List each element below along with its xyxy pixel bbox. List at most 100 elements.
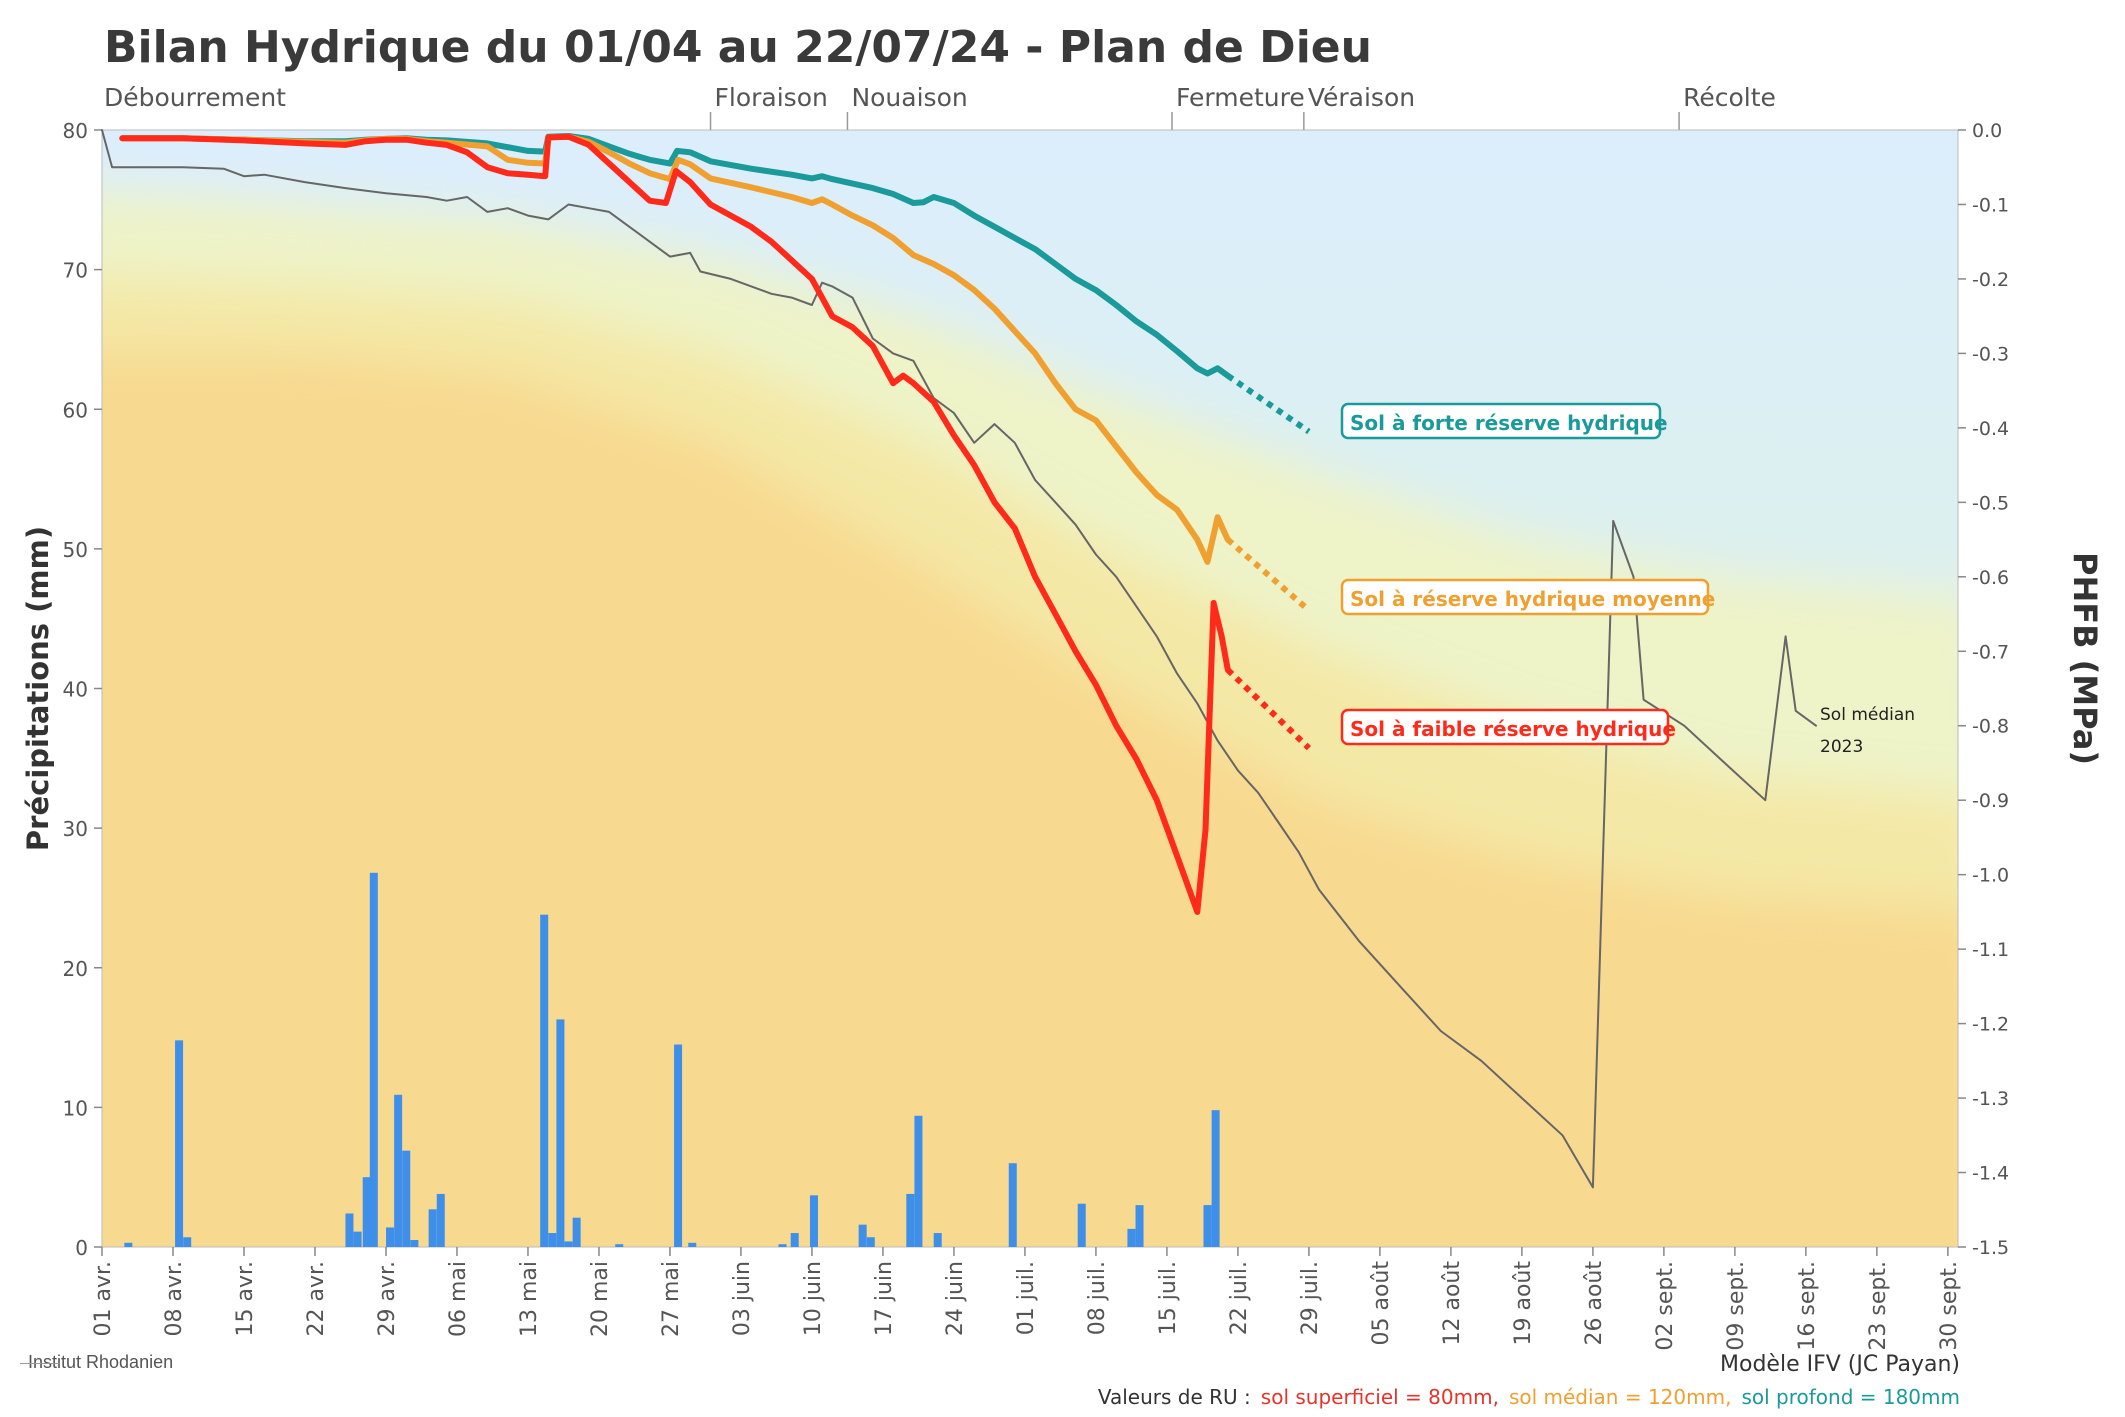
ru-profond: sol profond = 180mm [1741, 1385, 1960, 1409]
precipitation-bar [353, 1231, 362, 1247]
right-tick-label: -0.5 [1972, 492, 2009, 514]
x-tick-label: 01 juil. [1014, 1261, 1039, 1335]
ru-superficiel: sol superficiel = 80mm, [1260, 1385, 1499, 1409]
x-tick-label: 26 août [1582, 1261, 1607, 1346]
precipitation-bar [933, 1233, 942, 1247]
precipitation-bar [556, 1019, 565, 1247]
x-tick-label: 12 août [1440, 1261, 1465, 1346]
precipitation-bar [564, 1241, 573, 1247]
ru-prefix: Valeurs de RU : [1097, 1385, 1251, 1409]
precipitation-bar [183, 1237, 192, 1247]
right-tick-label: -0.6 [1972, 567, 2009, 589]
precipitation-bar [866, 1237, 875, 1247]
median-year-label: 2023 [1820, 737, 1863, 757]
precipitation-bar [402, 1150, 411, 1247]
model-credit: Modèle IFV (JC Payan) [1720, 1352, 1960, 1377]
series-line [119, 133, 1231, 915]
series-forecast-line [1226, 373, 1311, 435]
x-tick-label: 29 juil. [1298, 1261, 1323, 1335]
x-tick-label: 13 mai [517, 1261, 542, 1337]
x-tick-label: 22 avr. [304, 1261, 329, 1337]
right-tick-label: -0.4 [1972, 418, 2009, 440]
precipitation-bar [674, 1044, 683, 1247]
precipitation-bar [394, 1094, 403, 1247]
left-tick-label: 50 [63, 538, 88, 562]
series-label-box [1340, 402, 1662, 440]
right-tick-label: -0.1 [1972, 194, 2009, 216]
x-tick-label: 15 juil. [1156, 1261, 1181, 1335]
x-tick-label: 19 août [1511, 1261, 1536, 1346]
median-label: Sol médian [1820, 705, 1915, 725]
precipitation-bar [809, 1195, 818, 1247]
phfb-lines [101, 129, 1817, 1189]
right-tick-label: -1.2 [1972, 1014, 2009, 1036]
x-tick-label: 05 août [1369, 1261, 1394, 1346]
institut-rhodanien-logo: Institut Rhodanien [19, 1352, 174, 1372]
precipitation-bar [615, 1244, 624, 1247]
x-tick-label: 02 sept. [1653, 1261, 1678, 1351]
chart-title: Bilan Hydrique du 01/04 au 22/07/24 - Pl… [104, 22, 1372, 73]
x-tick-label: 08 avr. [162, 1261, 187, 1337]
left-tick-label: 20 [63, 957, 88, 981]
stage-label: Véraison [1308, 83, 1415, 112]
precipitation-bar [436, 1193, 445, 1247]
precipitation-bar [572, 1217, 581, 1247]
stage-label: Récolte [1683, 83, 1776, 112]
right-tick-label: -0.9 [1972, 790, 2009, 812]
stage-label: Fermeture [1176, 83, 1305, 112]
x-tick-label: 30 sept. [1937, 1261, 1962, 1351]
x-tick-label: 17 juin [872, 1261, 897, 1336]
left-tick-label: 60 [63, 398, 88, 422]
precipitation-bar [1127, 1228, 1136, 1247]
x-tick-label: 09 sept. [1724, 1261, 1749, 1351]
precipitation-bar [1211, 1110, 1220, 1247]
precipitation-bar [1008, 1163, 1017, 1247]
precipitation-bar [914, 1115, 923, 1247]
x-tick-label: 16 sept. [1795, 1261, 1820, 1351]
right-tick-label: -1.5 [1972, 1237, 2009, 1259]
left-tick-label: 10 [63, 1096, 88, 1120]
right-tick-label: -1.4 [1972, 1163, 2009, 1185]
left-tick-label: 0 [75, 1236, 88, 1260]
x-tick-label: 27 mai [659, 1261, 684, 1337]
precipitation-bar [428, 1209, 437, 1247]
precipitation-bar [906, 1193, 915, 1247]
x-tick-label: 23 sept. [1866, 1261, 1891, 1351]
right-tick-label: -0.2 [1972, 269, 2009, 291]
right-tick-label: -1.1 [1972, 939, 2009, 961]
y-axis-title: Précipitations (mm) [21, 526, 55, 851]
right-tick-label: -0.3 [1972, 343, 2009, 365]
precipitation-bar [175, 1040, 184, 1247]
left-tick-label: 70 [63, 259, 88, 283]
axes: 0 10 20 30 40 50 60 70 80 0.0 -0.1 -0.2 -0.3 -0.4 -0.5… [21, 83, 2104, 1351]
x-tick-label: 29 avr. [375, 1261, 400, 1337]
stage-label: Nouaison [851, 83, 967, 112]
right-tick-label: -1.0 [1972, 865, 2009, 887]
left-tick-label: 30 [63, 817, 88, 841]
series-labels: Sol à forte réserve hydrique Sol à réserv… [1340, 402, 1915, 757]
precipitation-bar [124, 1242, 133, 1247]
precipitation-bar [1135, 1205, 1144, 1247]
plot-background [102, 130, 1958, 1247]
precipitation-bar [345, 1213, 354, 1247]
x-tick-label: 08 juil. [1085, 1261, 1110, 1335]
precipitation-bar [386, 1227, 395, 1247]
series-label-box [1340, 708, 1670, 746]
precipitation-bar [1077, 1203, 1086, 1247]
precipitation-bar [540, 914, 549, 1247]
x-tick-label: 03 juin [730, 1261, 755, 1336]
precipitation-bar [858, 1224, 867, 1247]
stage-label: Débourrement [104, 83, 286, 112]
series-label-box [1340, 578, 1710, 616]
series-label: Sol à réserve hydrique moyenne [1350, 587, 1715, 611]
precipitation-bar [548, 1233, 557, 1247]
right-tick-label: 0.0 [1972, 120, 2002, 142]
stage-label: Floraison [715, 83, 828, 112]
series-forecast-line [1225, 537, 1311, 613]
x-tick-label: 15 avr. [233, 1261, 258, 1337]
precipitation-bar [410, 1240, 419, 1247]
precipitation-bars [124, 872, 1220, 1247]
right-tick-label: -0.8 [1972, 716, 2009, 738]
precipitation-bar [369, 872, 378, 1247]
